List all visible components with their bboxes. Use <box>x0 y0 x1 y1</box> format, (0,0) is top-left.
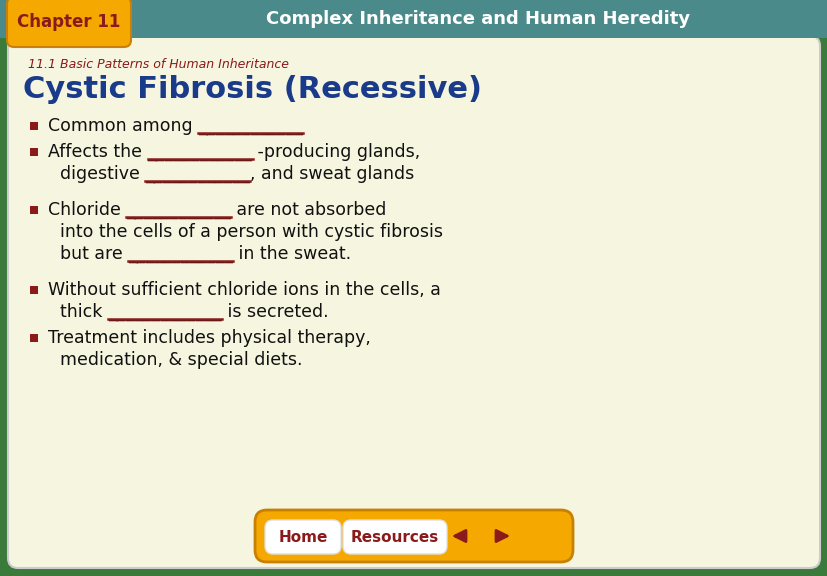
Text: Resources: Resources <box>351 529 438 544</box>
Text: ____________: ____________ <box>128 245 233 263</box>
FancyBboxPatch shape <box>7 0 131 47</box>
Text: Chloride: Chloride <box>48 201 127 219</box>
Text: but are: but are <box>60 245 128 263</box>
Text: Without sufficient chloride ions in the cells, a: Without sufficient chloride ions in the … <box>48 281 440 299</box>
Text: Cystic Fibrosis (Recessive): Cystic Fibrosis (Recessive) <box>23 75 481 104</box>
Text: Home: Home <box>278 529 327 544</box>
Text: in the sweat.: in the sweat. <box>233 245 351 263</box>
FancyBboxPatch shape <box>265 520 341 554</box>
Bar <box>30 148 38 156</box>
Text: Treatment includes physical therapy,: Treatment includes physical therapy, <box>48 329 370 347</box>
Text: are not absorbed: are not absorbed <box>231 201 386 219</box>
FancyBboxPatch shape <box>255 510 572 562</box>
Bar <box>30 122 38 130</box>
Text: ____________: ____________ <box>127 201 231 219</box>
Text: medication, & special diets.: medication, & special diets. <box>60 351 302 369</box>
Bar <box>30 286 38 294</box>
Bar <box>30 334 38 342</box>
Text: Complex Inheritance and Human Heredity: Complex Inheritance and Human Heredity <box>265 10 689 28</box>
Text: Chapter 11: Chapter 11 <box>17 13 121 31</box>
Bar <box>30 206 38 214</box>
FancyBboxPatch shape <box>0 0 827 38</box>
Text: _____________: _____________ <box>108 303 222 321</box>
Text: digestive: digestive <box>60 165 146 183</box>
Text: Common among: Common among <box>48 117 198 135</box>
Text: ____________: ____________ <box>147 143 252 161</box>
Text: Affects the: Affects the <box>48 143 147 161</box>
Text: 11.1 Basic Patterns of Human Inheritance: 11.1 Basic Patterns of Human Inheritance <box>28 58 289 70</box>
Text: thick: thick <box>60 303 108 321</box>
Text: -producing glands,: -producing glands, <box>252 143 420 161</box>
Text: ____________: ____________ <box>198 117 303 135</box>
FancyBboxPatch shape <box>342 520 447 554</box>
Text: ____________: ____________ <box>146 165 250 183</box>
Text: into the cells of a person with cystic fibrosis: into the cells of a person with cystic f… <box>60 223 442 241</box>
Text: is secreted.: is secreted. <box>222 303 327 321</box>
FancyBboxPatch shape <box>8 36 819 568</box>
Text: , and sweat glands: , and sweat glands <box>250 165 414 183</box>
